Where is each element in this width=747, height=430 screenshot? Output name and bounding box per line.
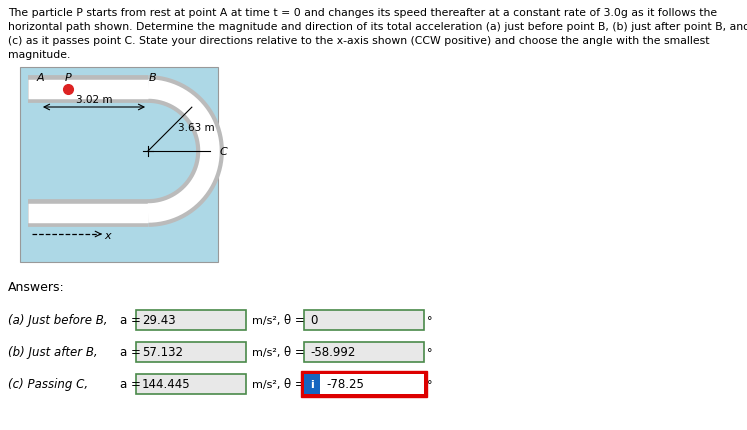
Text: -78.25: -78.25 [326, 378, 364, 390]
Text: m/s²,: m/s², [252, 347, 280, 357]
Text: The particle P starts from rest at point A at time t = 0 and changes its speed t: The particle P starts from rest at point… [8, 8, 717, 18]
FancyBboxPatch shape [136, 374, 246, 394]
Text: m/s²,: m/s², [252, 315, 280, 325]
Text: θ =: θ = [284, 314, 305, 327]
Text: θ =: θ = [284, 378, 305, 390]
Text: a =: a = [120, 314, 141, 327]
FancyBboxPatch shape [304, 342, 424, 362]
Text: 3.63 m: 3.63 m [178, 123, 214, 133]
Text: P: P [65, 73, 72, 83]
Text: magnitude.: magnitude. [8, 50, 70, 60]
Text: 0: 0 [310, 314, 317, 327]
Text: C: C [220, 147, 228, 157]
Text: (c) Passing C,: (c) Passing C, [8, 378, 88, 390]
Text: Answers:: Answers: [8, 280, 65, 293]
Text: (a) Just before B,: (a) Just before B, [8, 314, 108, 327]
FancyBboxPatch shape [136, 342, 246, 362]
Text: (b) Just after B,: (b) Just after B, [8, 346, 98, 359]
Text: horizontal path shown. Determine the magnitude and direction of its total accele: horizontal path shown. Determine the mag… [8, 22, 747, 32]
Text: (c) as it passes point C. State your directions relative to the x-axis shown (CC: (c) as it passes point C. State your dir… [8, 36, 710, 46]
Text: B: B [149, 73, 157, 83]
Text: 29.43: 29.43 [142, 314, 176, 327]
Text: -58.992: -58.992 [310, 346, 356, 359]
Text: °: ° [427, 379, 433, 389]
Text: x: x [104, 230, 111, 240]
Text: 3.02 m: 3.02 m [75, 95, 112, 105]
FancyBboxPatch shape [304, 310, 424, 330]
FancyBboxPatch shape [301, 371, 427, 397]
Text: a =: a = [120, 346, 141, 359]
Text: i: i [310, 379, 314, 389]
Text: θ =: θ = [284, 346, 305, 359]
Text: °: ° [427, 315, 433, 325]
Text: a =: a = [120, 378, 141, 390]
Text: 144.445: 144.445 [142, 378, 190, 390]
FancyBboxPatch shape [136, 310, 246, 330]
Text: °: ° [427, 347, 433, 357]
FancyBboxPatch shape [320, 374, 424, 394]
Text: 57.132: 57.132 [142, 346, 183, 359]
Text: m/s²,: m/s², [252, 379, 280, 389]
FancyBboxPatch shape [304, 374, 320, 394]
FancyBboxPatch shape [20, 68, 218, 262]
Text: A: A [36, 73, 44, 83]
